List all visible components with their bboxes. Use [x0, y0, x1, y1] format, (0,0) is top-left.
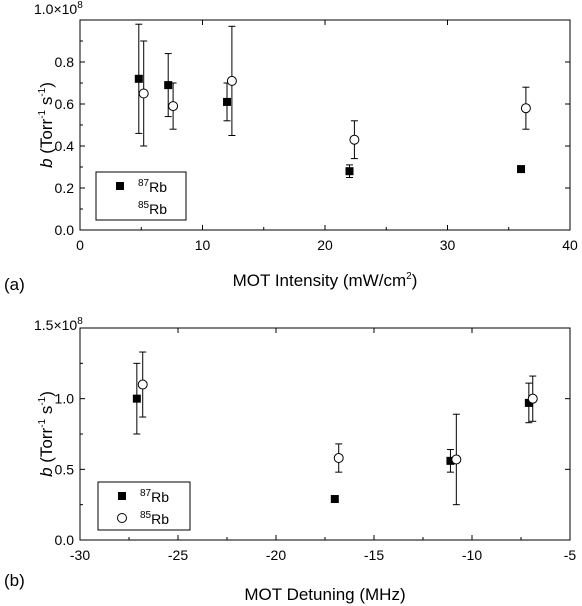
x-tick-label-b: -30	[70, 547, 90, 563]
data-point-85rb-b	[137, 379, 148, 390]
x-tick-label-a: 20	[317, 237, 333, 253]
legend-b: 87Rb 85Rb	[97, 481, 191, 531]
data-point-85rb-a	[168, 101, 179, 112]
x-tick-label-b: -20	[266, 547, 286, 563]
legend-marker-87rb-b	[118, 492, 126, 500]
data-point-85rb-a	[226, 75, 237, 86]
legend-marker-85rb-b	[117, 513, 127, 523]
x-tick-label-b: -5	[564, 547, 577, 563]
x-axis-label-b: MOT Detuning (MHz)	[244, 585, 405, 604]
x-tick-label-a: 10	[195, 237, 211, 253]
data-point-87rb-b	[132, 394, 141, 403]
x-axis-label-a: MOT Intensity (mW/cm2)	[233, 271, 418, 290]
panel-a: 0 10 20 30 40 0.0 0.2 0.4 0.6 0.8 1.0×108 b (Torr…	[4, 0, 578, 294]
panel-label-a: (a)	[4, 275, 25, 294]
data-point-87rb-b	[446, 456, 455, 465]
data-point-85rb-b	[333, 453, 344, 464]
legend-label-85rb-b: 85Rb	[140, 510, 169, 527]
data-point-87rb-a	[223, 97, 231, 106]
data-point-87rb-a	[164, 81, 173, 90]
legend-box-b	[97, 481, 191, 531]
panel-b: -30 -25 -20 -15 -10 -5 0.0 0.5 1.0 1.5×108 b (To…	[4, 316, 576, 604]
data-point-85rb-a	[138, 88, 149, 99]
legend-label-85rb-a: 85Rb	[138, 200, 167, 217]
ticks-a: 0 10 20 30 40 0.0 0.2 0.4 0.6 0.8	[55, 19, 578, 253]
y-tick-label-a: 0.4	[55, 138, 75, 154]
y-tick-label-a: 0.6	[55, 96, 75, 112]
data-point-85rb-b	[451, 454, 462, 465]
x-tick-label-b: -25	[168, 547, 188, 563]
y-axis-label-a: b (Torr-1 s-1)	[37, 82, 56, 168]
x-tick-label-a: 30	[440, 237, 456, 253]
x-tick-label-a: 40	[562, 237, 578, 253]
legend-label-87rb-b: 87Rb	[140, 488, 169, 505]
y-multiplier-b: 1.5×108	[34, 316, 83, 333]
ticks-b: -30 -25 -20 -15 -10 -5 0.0 0.5 1.0	[55, 327, 577, 563]
data-point-85rb-b	[527, 393, 538, 404]
legend-a: 87Rb 85Rb	[95, 171, 187, 221]
data-point-87rb-a	[517, 165, 525, 174]
y-tick-label-a: 0.0	[55, 222, 75, 238]
data-point-85rb-a	[520, 103, 531, 114]
marks-b	[132, 351, 538, 506]
legend-box-a	[95, 171, 187, 221]
data-point-87rb-a	[134, 74, 143, 83]
data-point-85rb-a	[349, 134, 360, 145]
y-axis-label-b: b (Torr-1 s-1)	[37, 391, 56, 477]
x-tick-label-b: -15	[364, 547, 384, 563]
legend-marker-87rb-a	[116, 182, 124, 190]
y-multiplier-a: 1.0×108	[34, 0, 83, 17]
data-point-87rb-b	[330, 495, 339, 504]
panel-label-b: (b)	[4, 571, 25, 590]
data-point-87rb-a	[345, 167, 354, 176]
y-tick-label-b: 0.0	[55, 532, 75, 548]
x-tick-label-b: -10	[462, 547, 482, 563]
legend-label-87rb-a: 87Rb	[138, 178, 167, 195]
y-tick-label-b: 1.0	[55, 391, 75, 407]
marks-a	[134, 23, 531, 178]
data-point-87rb-b	[524, 398, 533, 407]
y-tick-label-b: 0.5	[55, 461, 75, 477]
y-tick-label-a: 0.8	[55, 54, 75, 70]
y-tick-label-a: 0.2	[55, 180, 75, 196]
x-tick-label-a: 0	[76, 237, 84, 253]
